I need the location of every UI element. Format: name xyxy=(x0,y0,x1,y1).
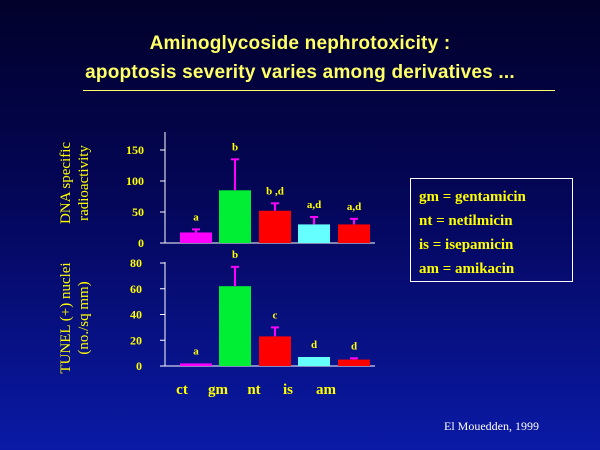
bottom-y-tick-label: 60 xyxy=(130,282,142,296)
title-divider xyxy=(83,90,555,91)
top-y-tick-label: 0 xyxy=(138,236,144,250)
source-credit: El Mouedden, 1999 xyxy=(444,419,539,433)
legend-item-gm: gm = gentamicin xyxy=(419,189,526,205)
top-y-tick-label: 50 xyxy=(132,205,144,219)
bottom-y-tick-label: 80 xyxy=(130,256,142,270)
top-bar-label-is: a,d xyxy=(307,199,321,211)
bottom-bar-label-ct: a xyxy=(193,345,199,357)
bottom-bar-label-is: d xyxy=(311,339,317,351)
top-bar-label-ct: a xyxy=(193,211,199,223)
bottom-y-tick-label: 40 xyxy=(130,308,142,322)
top-bar-nt xyxy=(259,210,291,243)
bottom-bar-nt xyxy=(259,336,291,366)
slide-title-line2: apoptosis severity varies among derivati… xyxy=(85,62,515,83)
bottom-y-tick-label: 20 xyxy=(130,333,142,347)
top-bar-gm xyxy=(219,190,251,243)
slide-title-line1: Aminoglycoside nephrotoxicity : xyxy=(149,33,451,54)
bottom-bar-am xyxy=(338,359,370,366)
bottom-bar-label-nt: c xyxy=(273,309,278,321)
top-bar-ct xyxy=(180,232,212,243)
bottom-bar-gm xyxy=(219,286,251,366)
abbreviation-legend: gm = gentamicin nt = netilmicin is = ise… xyxy=(410,178,573,282)
top-bar-is xyxy=(298,224,330,243)
bottom-bar-ct xyxy=(180,363,212,366)
legend-item-nt: nt = netilmicin xyxy=(419,213,513,229)
x-category-label-nt: nt xyxy=(247,382,260,398)
top-bar-am xyxy=(338,224,370,243)
legend-item-is: is = isepamicin xyxy=(419,237,514,253)
top-bar-label-gm: b xyxy=(232,141,238,153)
bottom-y-tick-label: 0 xyxy=(136,359,142,373)
top-y-tick-label: 100 xyxy=(126,174,144,188)
top-y-tick-label: 150 xyxy=(126,143,144,157)
bottom-bar-is xyxy=(298,356,330,366)
legend-item-am: am = amikacin xyxy=(419,261,515,277)
bottom-bar-label-am: d xyxy=(351,340,357,352)
x-category-label-ct: ct xyxy=(176,382,188,398)
x-category-label-am: am xyxy=(316,382,337,398)
top-bar-label-am: a,d xyxy=(347,201,361,213)
x-category-label-is: is xyxy=(283,382,293,398)
bottom-bar-label-gm: b xyxy=(232,249,238,261)
x-category-label-gm: gm xyxy=(208,382,229,398)
top-bar-label-nt: b ,d xyxy=(266,185,284,197)
